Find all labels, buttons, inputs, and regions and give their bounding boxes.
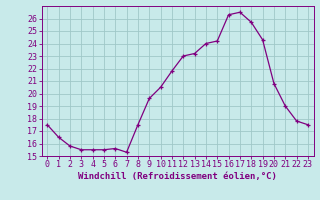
X-axis label: Windchill (Refroidissement éolien,°C): Windchill (Refroidissement éolien,°C)	[78, 172, 277, 181]
